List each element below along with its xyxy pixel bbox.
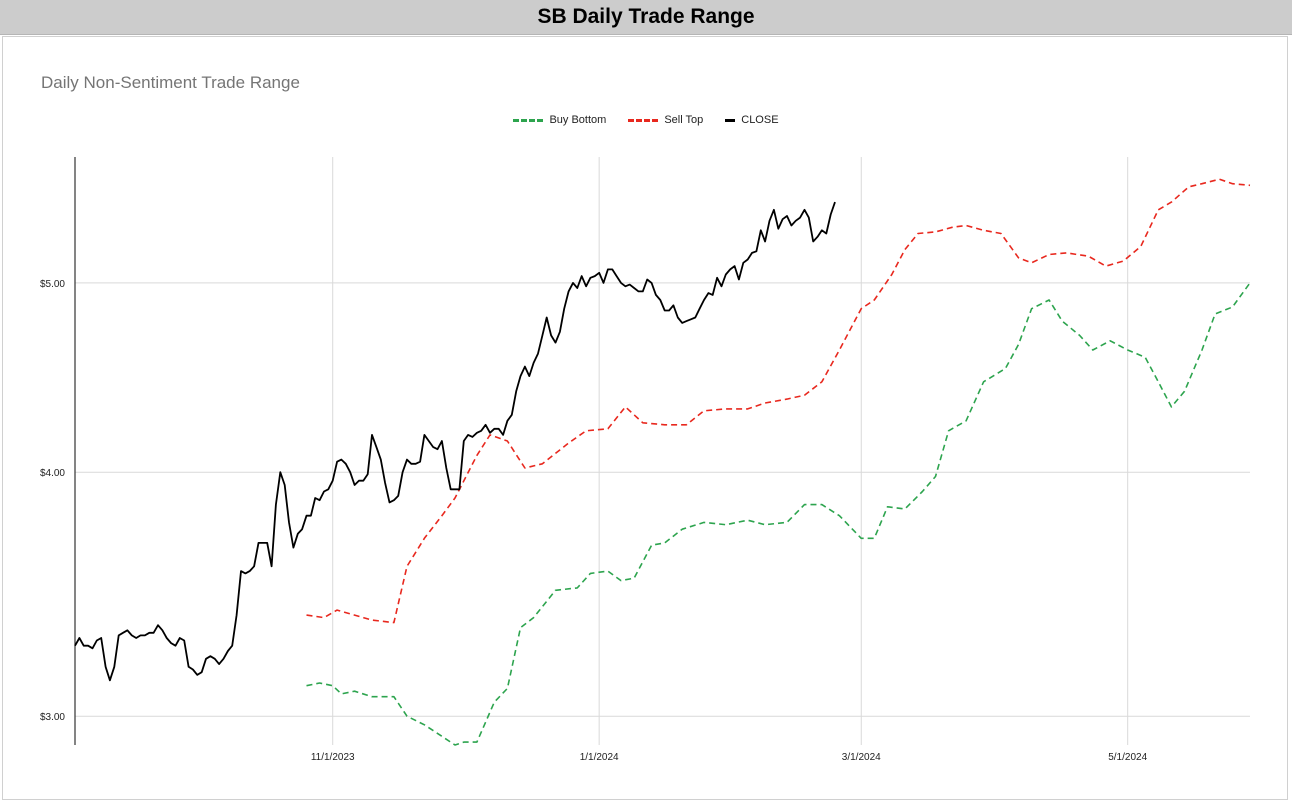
series-line-buy-bottom [306, 282, 1251, 746]
legend-swatch [513, 118, 544, 122]
y-tick-label: $5.00 [40, 279, 65, 290]
header-bar: SB Daily Trade Range [0, 0, 1292, 35]
legend-label: Sell Top [664, 114, 704, 126]
x-tick-label: 11/1/2023 [311, 752, 355, 763]
legend-item-buy-bottom: Buy Bottom [513, 114, 606, 126]
chart-legend: Buy Bottom Sell Top CLOSE [0, 114, 1292, 126]
axis-layer: $3.00 $4.00 $5.00 11/1/2023 1/1/2024 3/1/2024… [40, 157, 1148, 763]
x-tick-label: 1/1/2024 [580, 752, 619, 763]
grid-layer [75, 157, 1250, 745]
series-layer [74, 178, 1251, 746]
legend-item-close: CLOSE [725, 114, 779, 126]
legend-label: Buy Bottom [549, 114, 607, 126]
series-line-close [74, 201, 836, 682]
legend-swatch [725, 118, 736, 122]
chart-title: Daily Non-Sentiment Trade Range [41, 73, 300, 92]
y-tick-label: $3.00 [40, 712, 65, 723]
page-title: SB Daily Trade Range [537, 5, 755, 28]
x-tick-label: 5/1/2024 [1108, 752, 1147, 763]
legend-swatch [628, 118, 659, 122]
series-line-sell-top [306, 178, 1251, 624]
chart-frame [2, 36, 1288, 800]
legend-item-sell-top: Sell Top [628, 114, 703, 126]
x-tick-label: 3/1/2024 [842, 752, 881, 763]
legend-label: CLOSE [741, 114, 779, 126]
y-tick-label: $4.00 [40, 468, 65, 479]
